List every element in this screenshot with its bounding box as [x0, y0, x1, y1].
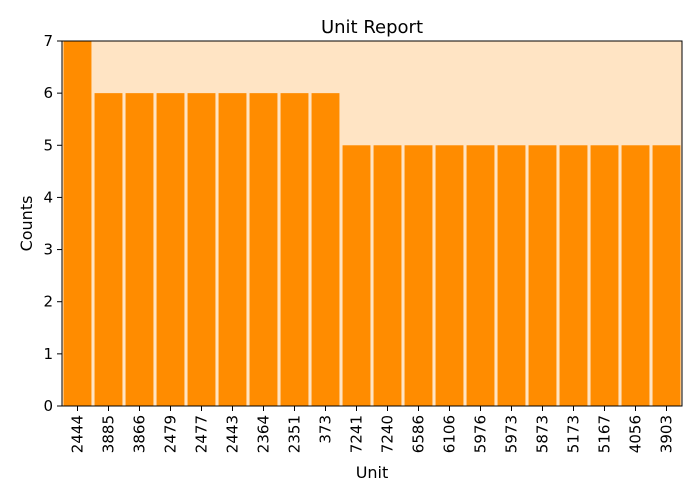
bars-group — [63, 41, 681, 407]
x-axis-label: Unit — [356, 463, 389, 482]
bar-7240 — [373, 145, 402, 407]
x-tick-label: 3885 — [100, 415, 118, 453]
x-tick-label: 5976 — [472, 415, 490, 453]
bar-2443 — [218, 93, 247, 407]
x-tick-label: 5873 — [534, 415, 552, 453]
x-tick-label: 3903 — [658, 415, 676, 453]
x-tick-label: 2443 — [224, 415, 242, 453]
y-tick-label: 5 — [43, 136, 53, 154]
bar-3866 — [125, 93, 154, 407]
y-tick-label: 2 — [43, 293, 53, 311]
y-axis: 0 1 2 3 4 5 6 7 — [43, 32, 62, 415]
y-tick-label: 6 — [43, 84, 53, 102]
bar-5976 — [466, 145, 495, 407]
bar-4056 — [621, 145, 650, 407]
y-axis-label: Counts — [17, 196, 36, 252]
x-tick-label: 7241 — [348, 415, 366, 453]
y-tick-label: 1 — [43, 345, 53, 363]
bar-2351 — [280, 93, 309, 407]
x-tick-label: 7240 — [379, 415, 397, 453]
bar-6586 — [404, 145, 433, 407]
y-tick-label: 7 — [43, 32, 53, 50]
y-tick-label: 4 — [43, 188, 53, 206]
x-tick-label: 6586 — [410, 415, 428, 453]
bar-2444 — [63, 41, 92, 406]
y-tick-label: 3 — [43, 241, 53, 259]
chart-title: Unit Report — [321, 17, 423, 38]
bar-5873 — [528, 145, 557, 407]
x-tick-label: 2477 — [193, 415, 211, 453]
x-tick-label: 5167 — [596, 415, 614, 453]
x-tick-label: 3866 — [131, 415, 149, 453]
bar-2479 — [156, 93, 185, 407]
bar-2477 — [187, 93, 216, 407]
bar-373 — [311, 93, 340, 407]
x-tick-label: 2364 — [255, 415, 273, 453]
bar-2364 — [249, 93, 278, 407]
x-tick-label: 4056 — [627, 415, 645, 453]
bar-5173 — [559, 145, 588, 407]
plot-frame — [61, 40, 683, 407]
x-tick-label: 2351 — [286, 415, 304, 453]
bar-6106 — [435, 145, 464, 407]
x-tick-label: 5973 — [503, 415, 521, 453]
x-tick-label: 5173 — [565, 415, 583, 453]
x-tick-label: 2479 — [162, 415, 180, 453]
bar-3885 — [94, 93, 123, 407]
bar-5973 — [497, 145, 526, 407]
y-tick-label: 0 — [43, 397, 53, 415]
bar-3903 — [652, 145, 681, 407]
x-tick-label: 2444 — [69, 415, 87, 453]
x-tick-label: 6106 — [441, 415, 459, 453]
x-axis: 2444 3885 3866 2479 2477 2443 2364 2351 373 7241 7… — [69, 406, 676, 453]
bar-5167 — [590, 145, 619, 407]
x-tick-label: 373 — [317, 415, 335, 444]
plot-background — [62, 41, 682, 406]
bar-7241 — [342, 145, 371, 407]
